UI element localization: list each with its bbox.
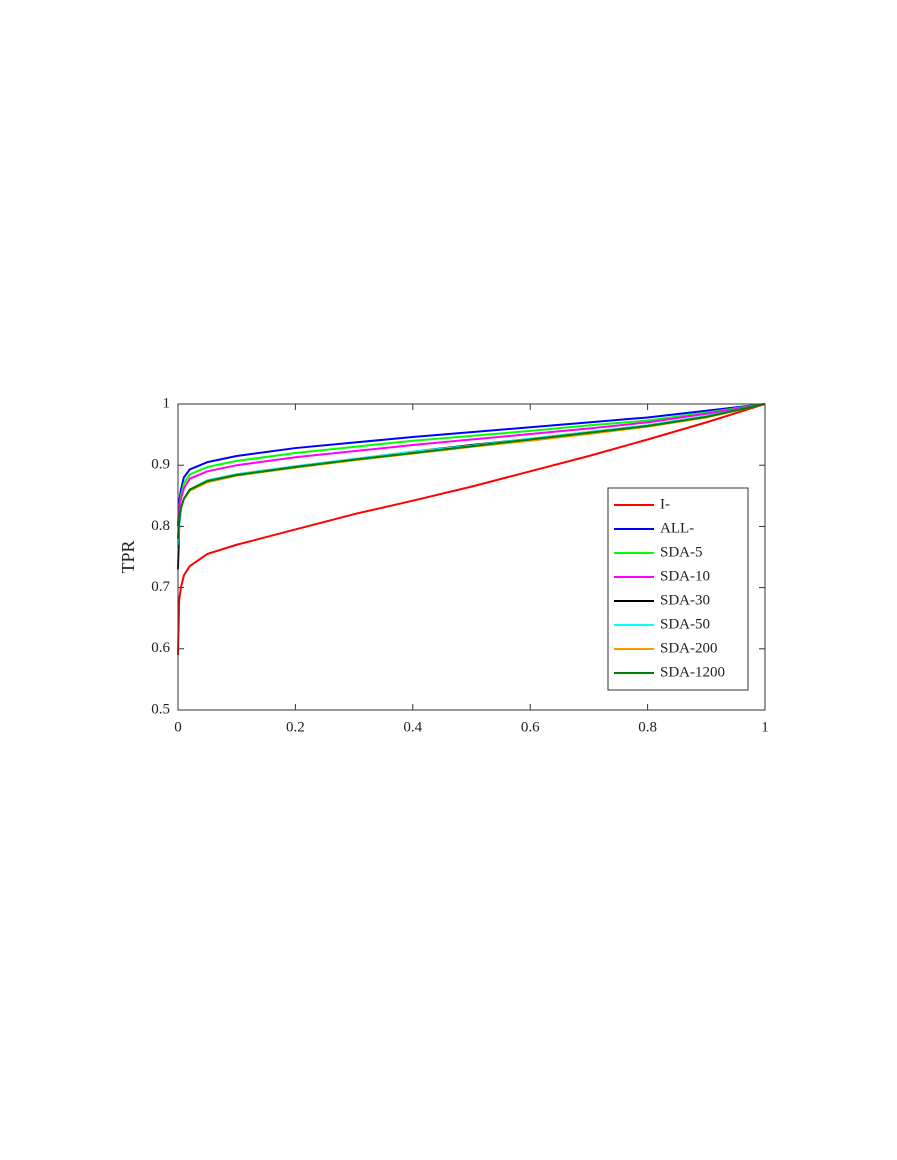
series-line	[177, 403, 766, 527]
axes-box	[177, 403, 766, 711]
legend-label: SDA-50	[660, 616, 710, 632]
legend-label: ALL-	[660, 520, 694, 536]
legend-label: SDA-5	[660, 544, 703, 560]
legend-label: SDA-200	[660, 640, 718, 656]
legend-label: SDA-1200	[660, 664, 725, 680]
x-tick-label: 0.6	[521, 719, 540, 735]
x-tick-label: 1	[761, 719, 769, 735]
legend-label: SDA-30	[660, 592, 710, 608]
y-tick-label: 0.9	[151, 457, 170, 473]
series-line	[177, 403, 766, 655]
legend-label: I-	[660, 496, 670, 512]
y-tick-label: 0.7	[151, 579, 170, 595]
y-tick-label: 0.8	[151, 518, 170, 534]
x-tick-label: 0	[174, 719, 182, 735]
legend-box	[607, 487, 749, 691]
series-line	[177, 403, 766, 527]
y-tick-label: 0.5	[151, 701, 170, 717]
y-tick-label: 0.6	[151, 640, 170, 656]
series-line	[177, 403, 766, 527]
x-tick-label: 0.8	[638, 719, 657, 735]
series-line	[177, 403, 766, 539]
x-tick-label: 0.2	[286, 719, 305, 735]
legend-label: SDA-10	[660, 568, 710, 584]
y-axis-label: TPR	[118, 540, 138, 573]
x-tick-label: 0.4	[403, 719, 422, 735]
y-tick-label: 1	[163, 395, 171, 411]
